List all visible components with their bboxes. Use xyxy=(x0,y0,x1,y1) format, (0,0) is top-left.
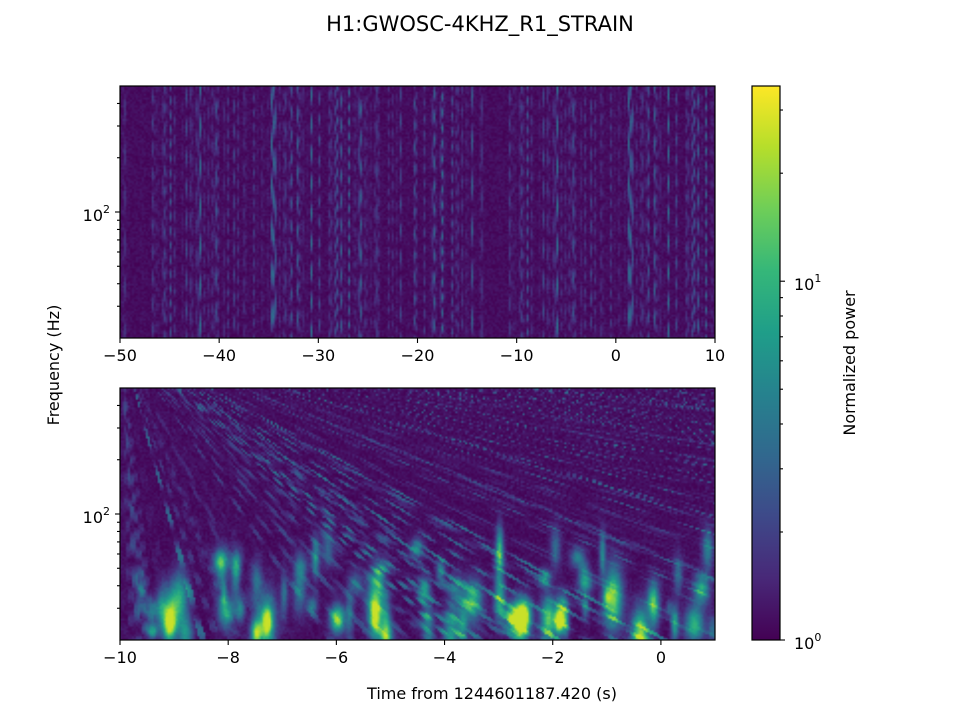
top-x-tick-label: −40 xyxy=(202,346,236,365)
figure-title: H1:GWOSC-4KHZ_R1_STRAIN xyxy=(326,12,634,37)
bottom-y-tick-label: 102 xyxy=(83,505,110,527)
bottom-x-tick-label: −10 xyxy=(103,648,137,667)
bottom-x-tick-label: −6 xyxy=(325,648,349,667)
bottom-x-tick-label: 0 xyxy=(656,648,666,667)
top-x-tick-label: −30 xyxy=(301,346,335,365)
bottom-x-ticks: −10 −8 −6 −4 −2 0 xyxy=(103,640,666,667)
top-y-tick-label: 102 xyxy=(83,203,110,225)
colorbar-label: Normalized power xyxy=(840,290,859,436)
colorbar-tick-label: 100 xyxy=(794,631,821,653)
top-x-tick-label: 0 xyxy=(611,346,621,365)
top-x-tick-label: −20 xyxy=(401,346,435,365)
colorbar-ticks: 100 101 xyxy=(780,109,821,653)
y-axis-label: Frequency (Hz) xyxy=(44,305,63,426)
bottom-spectrogram-image xyxy=(120,388,715,640)
top-x-ticks: −50 −40 −30 −20 −10 0 10 xyxy=(103,338,725,365)
bottom-x-tick-label: −8 xyxy=(216,648,240,667)
bottom-x-tick-label: −2 xyxy=(541,648,565,667)
top-x-tick-label: −50 xyxy=(103,346,137,365)
bottom-panel: −10 −8 −6 −4 −2 0 102 xyxy=(83,387,716,667)
bottom-y-ticks: 102 xyxy=(83,404,120,609)
bottom-x-tick-label: −4 xyxy=(433,648,457,667)
top-x-tick-label: 10 xyxy=(705,346,725,365)
top-spectrogram-image xyxy=(120,86,715,338)
colorbar-frame xyxy=(751,85,781,641)
colorbar-gradient xyxy=(752,86,780,640)
top-y-ticks: 102 xyxy=(83,102,120,307)
x-axis-label: Time from 1244601187.420 (s) xyxy=(366,684,617,703)
colorbar-tick-label: 101 xyxy=(794,272,821,294)
top-panel: −50 −40 −30 −20 −10 0 10 102 xyxy=(83,85,725,365)
top-x-tick-label: −10 xyxy=(500,346,534,365)
colorbar: 100 101 Normalized power xyxy=(751,85,859,653)
